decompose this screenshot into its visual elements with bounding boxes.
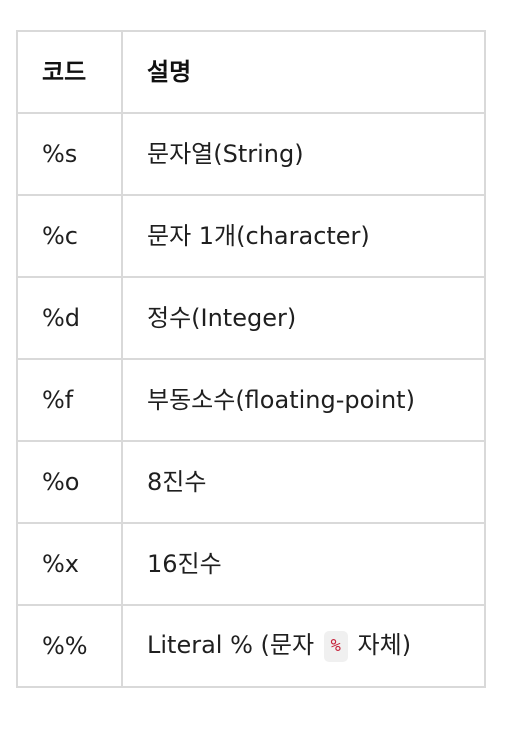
code-cell: %f bbox=[16, 358, 123, 442]
code-cell: %c bbox=[16, 194, 123, 278]
table-row: %d 정수(Integer) bbox=[16, 276, 486, 360]
table-row: %o 8진수 bbox=[16, 440, 486, 524]
description-cell: Literal % (문자 % 자체) bbox=[121, 604, 486, 688]
code-cell: %x bbox=[16, 522, 123, 606]
description-text-before: Literal % (문자 bbox=[147, 630, 322, 659]
code-cell: %d bbox=[16, 276, 123, 360]
header-description: 설명 bbox=[121, 30, 486, 114]
code-cell: %% bbox=[16, 604, 123, 688]
table-row: %c 문자 1개(character) bbox=[16, 194, 486, 278]
description-text-after: 자체) bbox=[349, 630, 412, 659]
description-cell: 8진수 bbox=[121, 440, 486, 524]
description-cell: 문자 1개(character) bbox=[121, 194, 486, 278]
description-cell: 16진수 bbox=[121, 522, 486, 606]
description-cell: 정수(Integer) bbox=[121, 276, 486, 360]
format-specifier-table: 코드 설명 %s 문자열(String) %c 문자 1개(character)… bbox=[16, 30, 486, 688]
table-row: %% Literal % (문자 % 자체) bbox=[16, 604, 486, 688]
description-cell: 부동소수(floating-point) bbox=[121, 358, 486, 442]
table-header-row: 코드 설명 bbox=[16, 30, 486, 114]
format-specifier-table-container: 코드 설명 %s 문자열(String) %c 문자 1개(character)… bbox=[16, 30, 486, 688]
table-row: %x 16진수 bbox=[16, 522, 486, 606]
header-code: 코드 bbox=[16, 30, 123, 114]
inline-code-percent: % bbox=[323, 630, 348, 662]
table-row: %s 문자열(String) bbox=[16, 112, 486, 196]
table-row: %f 부동소수(floating-point) bbox=[16, 358, 486, 442]
code-cell: %s bbox=[16, 112, 123, 196]
code-cell: %o bbox=[16, 440, 123, 524]
description-cell: 문자열(String) bbox=[121, 112, 486, 196]
